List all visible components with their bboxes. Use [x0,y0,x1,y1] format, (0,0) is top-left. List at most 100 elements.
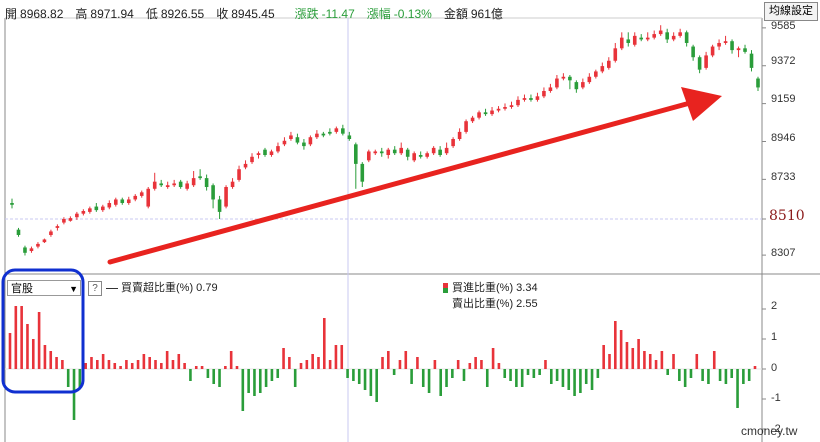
candle [645,37,650,40]
legend-net-value: 0.79 [196,282,218,294]
bar [119,366,122,369]
bar [660,351,664,369]
bar [241,369,245,411]
legend-sell-value: 2.55 [516,298,538,310]
pct-value: -0.13% [393,7,432,21]
candle [373,151,378,154]
bar [538,369,541,375]
bar [183,363,186,369]
candle [613,48,618,61]
bar [270,369,274,381]
chevron-down-icon: ▼ [69,284,78,294]
candle [165,185,170,188]
bar [596,369,600,378]
candle [743,48,747,52]
candle [379,151,384,154]
candle [341,128,345,134]
candle [211,185,215,200]
amount-label: 金額 [443,7,468,21]
change-value: -11.47 [321,7,355,21]
line-icon [106,287,118,289]
bar [439,369,443,396]
bar [579,369,582,393]
bar [113,363,117,369]
bar [491,348,495,369]
bar [125,360,128,369]
candle [490,110,494,115]
y-tick-label: -2 [771,423,781,435]
bar [375,369,378,402]
legend-sell: 賣出比重(%) 2.55 [452,295,538,311]
bar [712,351,716,369]
bar [573,369,576,396]
candle [516,99,520,106]
bar [532,369,536,378]
candle [282,140,287,145]
candle [678,32,682,36]
candle [555,78,559,88]
candle [94,206,99,211]
candle [230,181,235,188]
bar [101,354,105,369]
candle [126,199,131,204]
candle [347,135,352,139]
candle [237,169,241,180]
bar [451,369,454,378]
candle [684,32,689,43]
candle [250,156,254,163]
candle [594,71,598,77]
bar [235,366,239,369]
candle [431,147,436,154]
candle [425,153,429,157]
candle [269,151,274,156]
bar [311,354,314,369]
candle [81,211,86,214]
open-value: 8968.82 [20,7,64,21]
candle [697,57,702,70]
bar [346,369,349,378]
help-icon[interactable]: ? [88,281,102,296]
legend-buy: 買進比重(%) 3.34 [443,279,538,295]
bar [200,366,204,369]
candle [276,146,280,152]
candle [535,96,540,100]
indicator-select[interactable]: 官股 ▼ [7,280,81,296]
candle [88,208,92,212]
bar [224,366,227,369]
candle [42,239,47,243]
bar [212,369,216,384]
bar [165,351,169,369]
bar [695,354,699,369]
candle [483,112,488,115]
bar [619,330,623,369]
bar [643,351,646,369]
ma-settings-button[interactable]: 均線設定 [764,2,818,21]
bar [154,360,157,369]
bar [61,360,64,369]
candle [730,41,734,51]
candle [704,55,708,68]
candle [62,219,66,223]
legend-buy-name: 買進比重(%) [452,282,514,294]
high-label: 高 [75,7,88,21]
candle [464,121,468,132]
candle [366,151,371,161]
indicator-select-value: 官股 [11,283,33,295]
candle [217,199,222,212]
bar [678,369,681,381]
candle [55,226,60,228]
bar [31,339,35,369]
candle [23,247,27,253]
bar [43,345,47,369]
candle [607,60,611,68]
candle [360,163,365,182]
candle [36,243,40,247]
bar [49,351,53,369]
reference-line-label: 8510 [769,208,805,224]
candle [204,178,209,188]
candle [477,112,481,118]
bar [247,369,250,393]
bar [445,369,448,387]
bar [742,369,745,384]
candle [671,35,676,40]
